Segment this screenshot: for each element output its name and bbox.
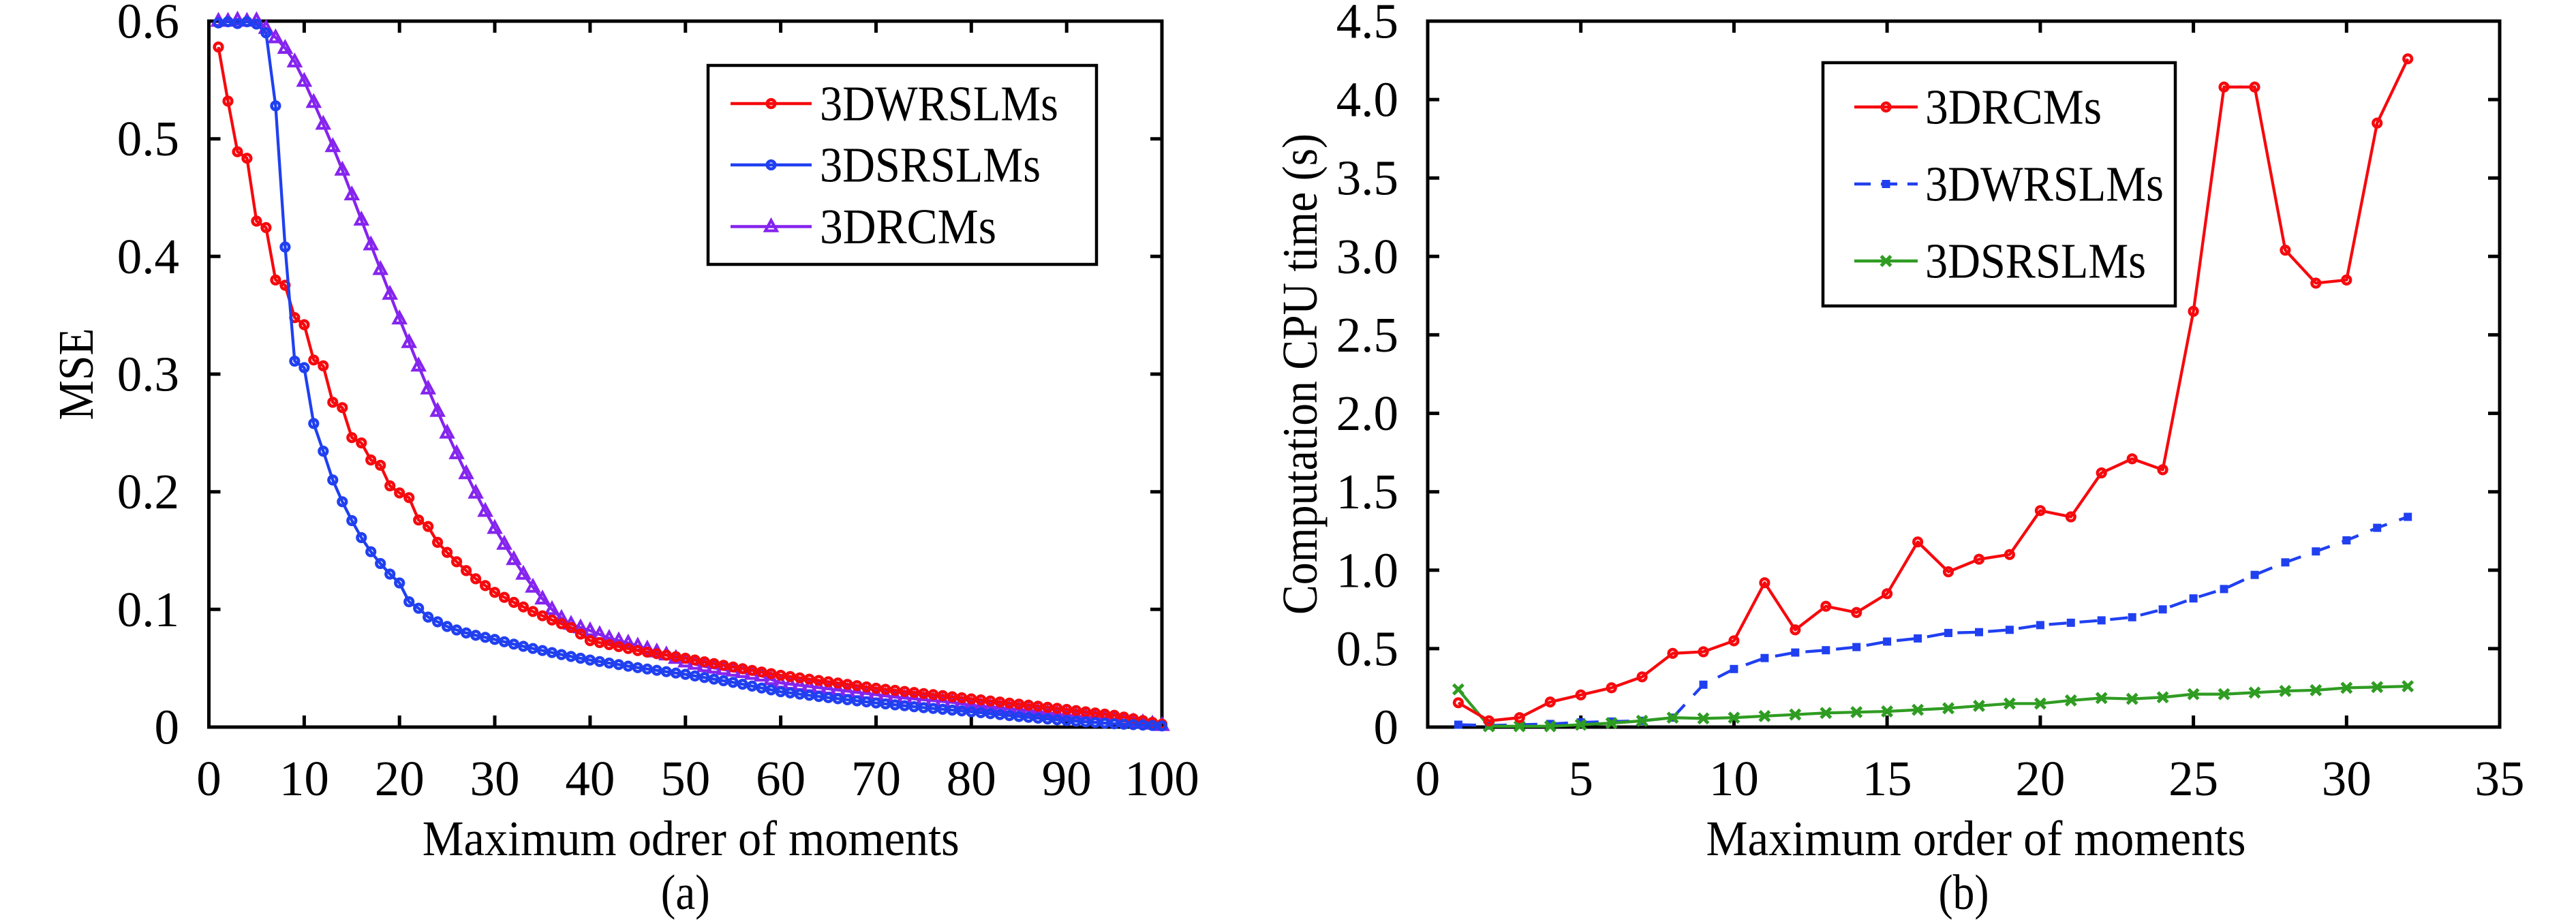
svg-text:0: 0 — [155, 700, 180, 755]
svg-text:70: 70 — [851, 751, 901, 806]
svg-text:60: 60 — [756, 751, 806, 806]
svg-text:0.1: 0.1 — [117, 582, 179, 637]
svg-text:80: 80 — [947, 751, 996, 806]
svg-text:3.5: 3.5 — [1336, 151, 1398, 206]
svg-text:(a): (a) — [661, 865, 710, 920]
svg-text:5: 5 — [1568, 751, 1593, 806]
svg-text:0.5: 0.5 — [117, 111, 179, 166]
svg-text:35: 35 — [2475, 751, 2525, 806]
svg-text:1.5: 1.5 — [1336, 464, 1398, 519]
svg-text:40: 40 — [565, 751, 615, 806]
svg-text:1.0: 1.0 — [1336, 542, 1398, 598]
svg-text:3DRCMs: 3DRCMs — [1925, 80, 2102, 135]
svg-text:2.0: 2.0 — [1336, 386, 1398, 441]
svg-text:0: 0 — [1415, 751, 1441, 806]
svg-text:3DWRSLMs: 3DWRSLMs — [820, 76, 1058, 132]
svg-text:3DSRSLMs: 3DSRSLMs — [820, 138, 1041, 193]
svg-text:0.2: 0.2 — [117, 464, 179, 519]
svg-text:(b): (b) — [1939, 865, 1989, 920]
svg-text:4.5: 4.5 — [1336, 0, 1398, 49]
svg-text:0.3: 0.3 — [117, 347, 179, 402]
svg-text:15: 15 — [1862, 751, 1912, 806]
svg-text:10: 10 — [1709, 751, 1759, 806]
svg-text:0.6: 0.6 — [117, 0, 179, 49]
svg-text:0: 0 — [196, 751, 221, 806]
svg-text:0.4: 0.4 — [117, 229, 179, 284]
svg-text:Maximum odrer of moments: Maximum odrer of moments — [423, 811, 960, 866]
svg-text:MSE: MSE — [48, 328, 104, 420]
svg-text:4.0: 4.0 — [1336, 72, 1398, 127]
svg-text:50: 50 — [660, 751, 710, 806]
svg-text:Computation CPU time (s): Computation CPU time (s) — [1272, 134, 1328, 615]
svg-text:25: 25 — [2168, 751, 2218, 806]
svg-text:3DSRSLMs: 3DSRSLMs — [1925, 234, 2146, 289]
svg-text:Maximum order of moments: Maximum order of moments — [1706, 811, 2246, 866]
svg-text:3.0: 3.0 — [1336, 229, 1398, 284]
svg-text:10: 10 — [279, 751, 329, 806]
svg-text:30: 30 — [2322, 751, 2372, 806]
svg-text:3DRCMs: 3DRCMs — [820, 199, 996, 254]
svg-text:100: 100 — [1124, 751, 1199, 806]
svg-text:2.5: 2.5 — [1336, 307, 1398, 363]
svg-text:20: 20 — [375, 751, 425, 806]
svg-text:90: 90 — [1042, 751, 1092, 806]
svg-text:0: 0 — [1374, 700, 1399, 755]
svg-text:0.5: 0.5 — [1336, 621, 1398, 676]
svg-text:20: 20 — [2015, 751, 2065, 806]
svg-text:30: 30 — [470, 751, 520, 806]
svg-text:3DWRSLMs: 3DWRSLMs — [1925, 157, 2164, 212]
